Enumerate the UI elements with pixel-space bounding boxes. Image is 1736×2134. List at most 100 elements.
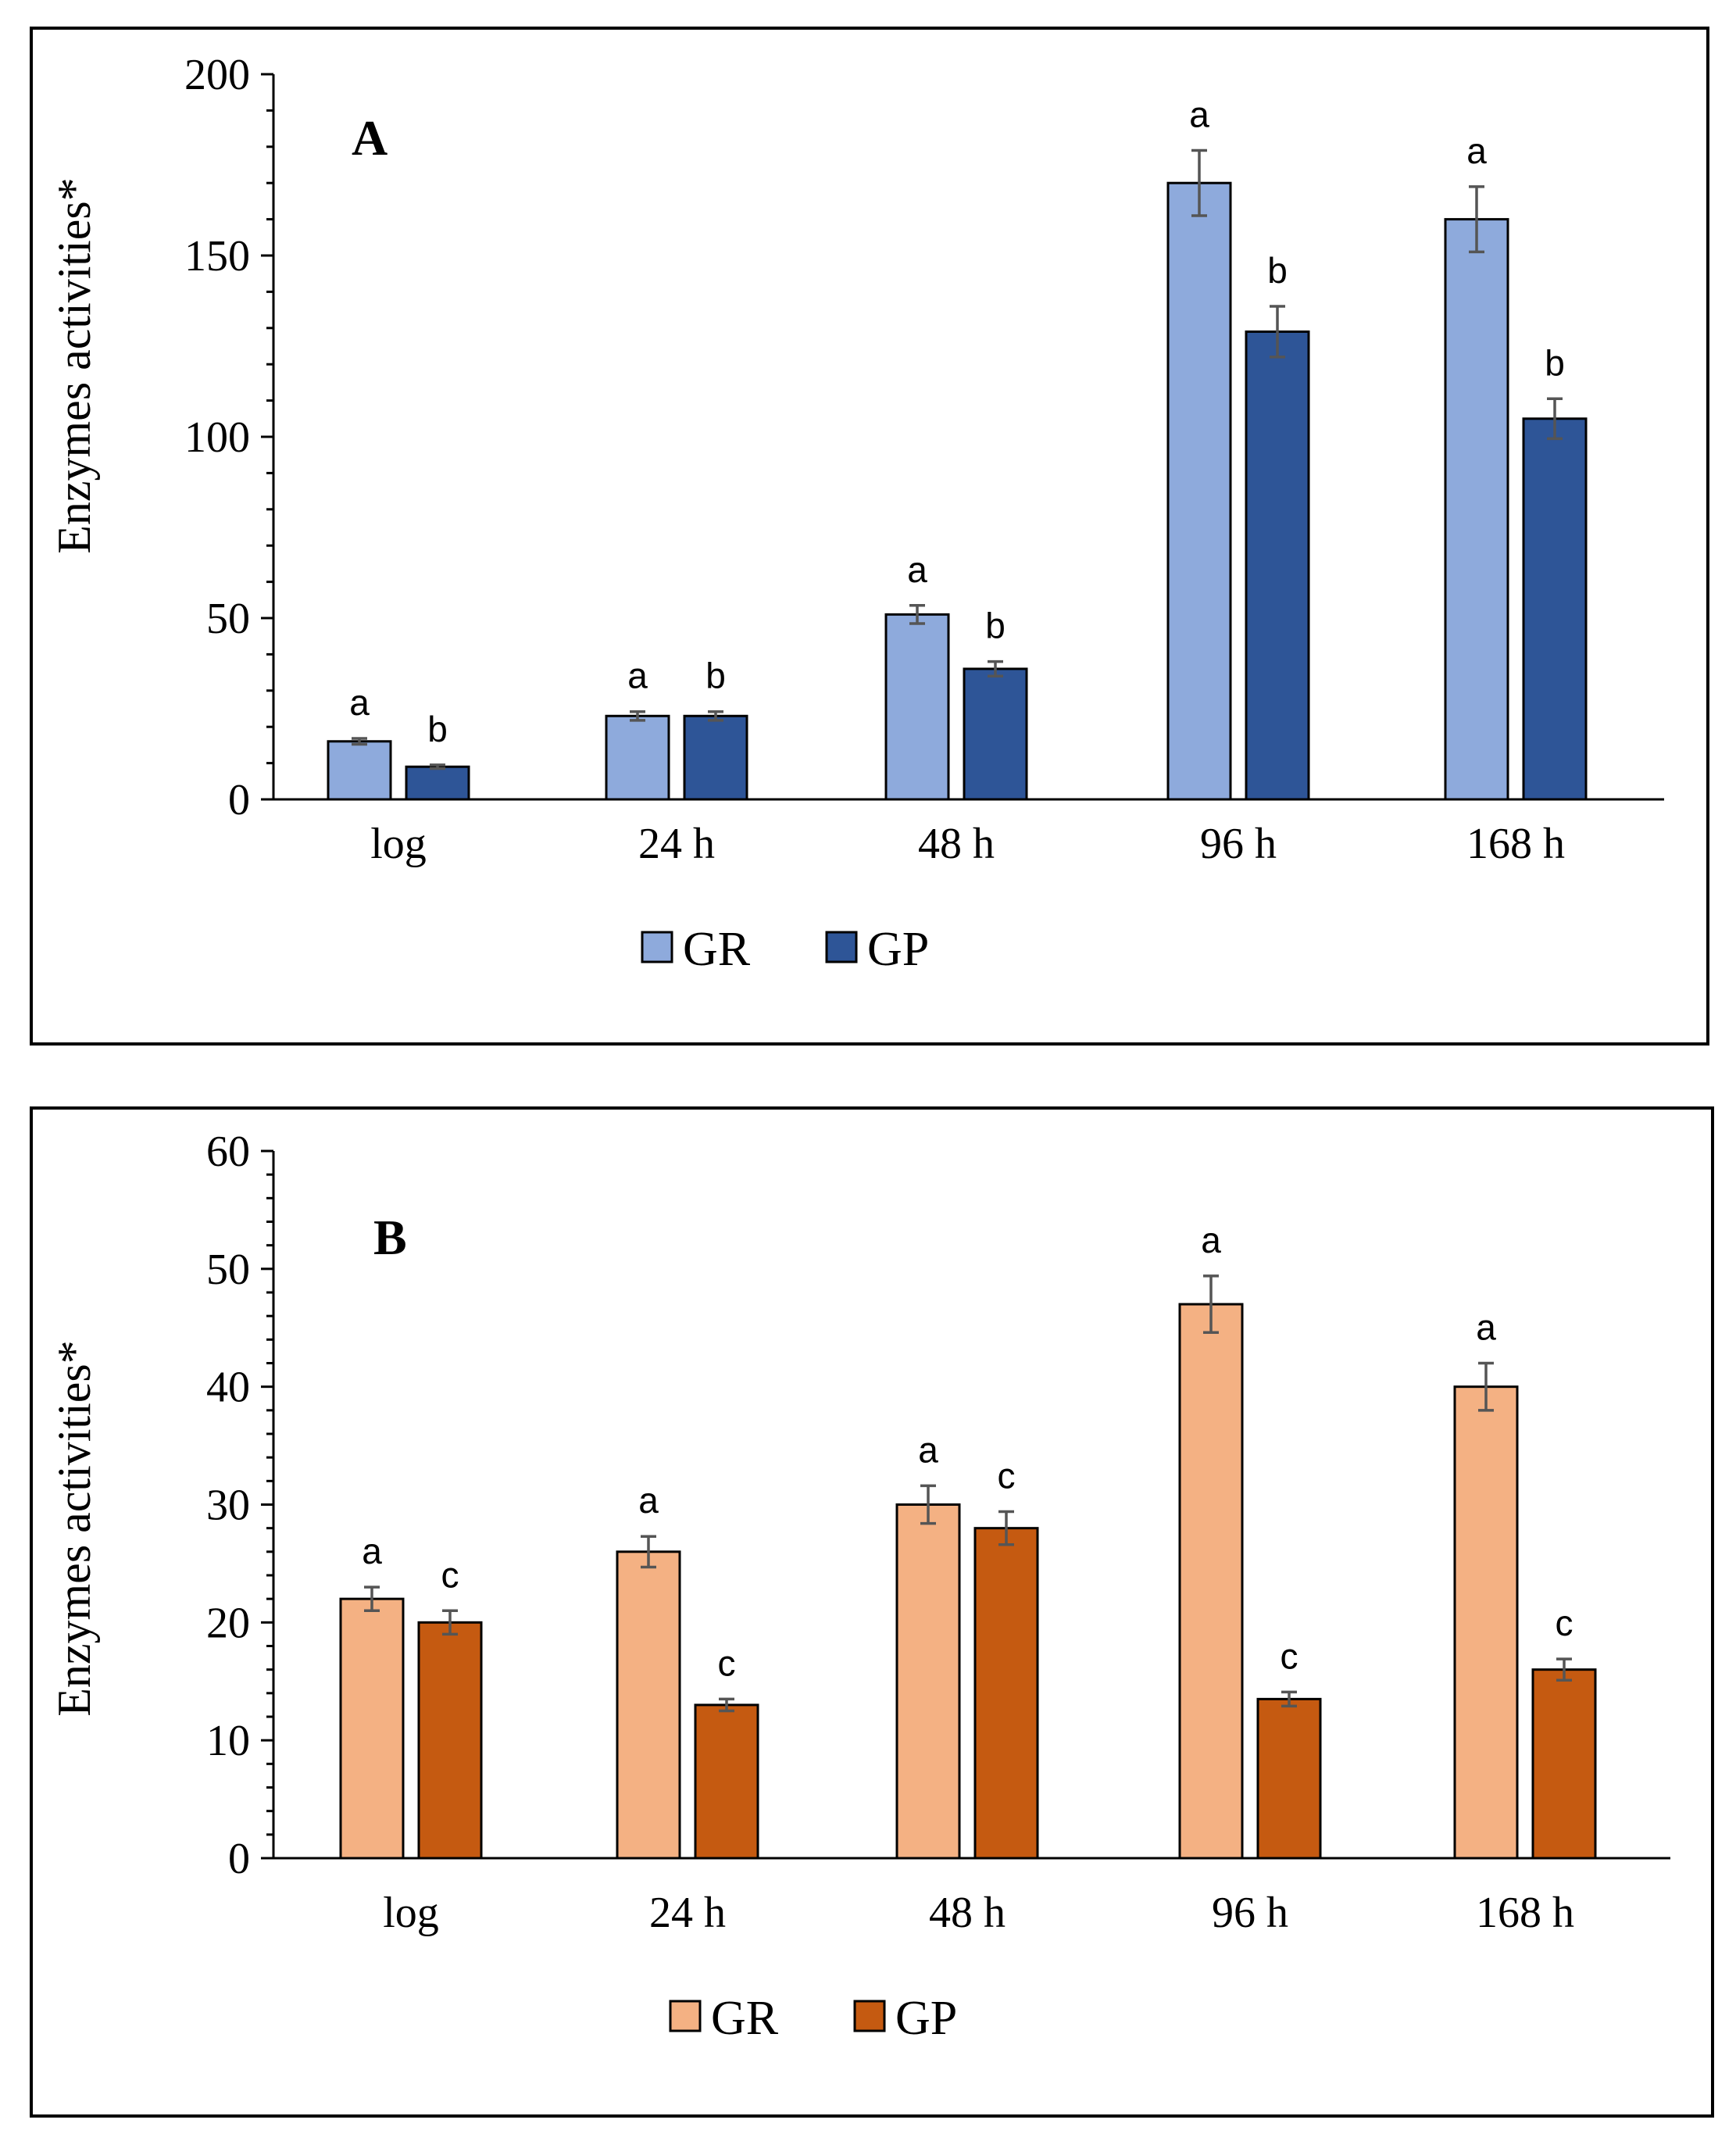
bar-gp-1 xyxy=(694,1703,759,1860)
significance-label: c xyxy=(1281,1635,1298,1676)
bar-gp-2 xyxy=(973,1527,1039,1860)
panel-a-chart: 0 50 100 150 200 Enzymes activities* Aa b log a b 2… xyxy=(48,51,1664,976)
error-bar xyxy=(1547,397,1563,441)
error-bar xyxy=(1270,305,1285,359)
error-bar xyxy=(641,1535,656,1569)
bar-gr-1 xyxy=(616,1550,681,1860)
error-bar xyxy=(708,710,723,722)
y-tick-label: 50 xyxy=(206,595,250,643)
error-bar xyxy=(352,737,367,746)
significance-label: b xyxy=(1267,250,1288,291)
bar-gp-3 xyxy=(1245,330,1310,801)
significance-label: a xyxy=(1189,94,1209,134)
panel-b-chart: 0 10 20 30 40 50 60 Enzymes activities* Ba c log a c… xyxy=(48,1128,1670,2045)
bar-gp-0 xyxy=(417,1621,483,1860)
y-axis-label: Enzymes activities* xyxy=(48,177,100,554)
error-bar xyxy=(998,1510,1014,1546)
error-bar xyxy=(719,1697,734,1713)
significance-label: a xyxy=(1466,130,1487,171)
legend-swatch-gp xyxy=(853,2000,886,2032)
bar-gr-4 xyxy=(1444,218,1509,801)
bar-gr-3 xyxy=(1166,181,1232,801)
y-tick-label: 0 xyxy=(228,1835,250,1883)
x-tick-label: 24 h xyxy=(638,820,715,868)
error-bar xyxy=(1191,148,1207,217)
bar-gp-2 xyxy=(963,667,1028,801)
error-bar xyxy=(909,604,925,625)
error-bar xyxy=(1203,1274,1219,1335)
significance-label: a xyxy=(918,1429,938,1470)
error-bar xyxy=(430,763,445,770)
bar-gr-2 xyxy=(884,613,950,801)
significance-label: a xyxy=(638,1480,659,1521)
y-axis-label: Enzymes activities* xyxy=(48,1340,100,1717)
y-tick-label: 0 xyxy=(228,776,250,824)
bar-gp-1 xyxy=(683,714,748,801)
bar-gr-2 xyxy=(895,1503,961,1860)
legend-swatch-gp xyxy=(825,931,858,963)
y-tick-label: 30 xyxy=(206,1482,250,1530)
significance-label: b xyxy=(705,656,726,696)
significance-label: a xyxy=(362,1531,382,1571)
legend-label-gr: GR xyxy=(711,1992,779,2045)
panel-b-frame xyxy=(30,1106,1714,2118)
legend-label-gp: GP xyxy=(867,923,929,976)
y-tick-label: 50 xyxy=(206,1246,250,1294)
x-tick-label: 24 h xyxy=(649,1889,726,1937)
panel-label: B xyxy=(373,1210,407,1265)
significance-label: c xyxy=(998,1456,1016,1496)
x-tick-label: 168 h xyxy=(1476,1889,1574,1937)
bar-gp-3 xyxy=(1256,1697,1322,1860)
significance-label: b xyxy=(985,606,1006,646)
panel-a-frame xyxy=(30,27,1709,1046)
bar-gr-4 xyxy=(1453,1385,1519,1860)
legend-label-gr: GR xyxy=(683,923,751,976)
legend: GR GP xyxy=(669,1992,957,2045)
significance-label: c xyxy=(1556,1603,1573,1643)
y-tick-label: 10 xyxy=(206,1717,250,1765)
error-bar xyxy=(364,1585,380,1612)
legend-label-gp: GP xyxy=(895,1992,957,2045)
error-bar xyxy=(988,660,1003,677)
bar-gp-0 xyxy=(405,765,470,801)
x-tick-label: 48 h xyxy=(918,820,995,868)
error-bar xyxy=(442,1609,458,1636)
x-tick-label: 48 h xyxy=(929,1889,1006,1937)
y-tick-label: 40 xyxy=(206,1364,250,1412)
x-tick-label: 168 h xyxy=(1466,820,1565,868)
bar-gr-0 xyxy=(327,740,392,801)
bar-gp-4 xyxy=(1522,417,1588,801)
bar-gr-1 xyxy=(605,714,670,801)
y-tick-label: 150 xyxy=(184,232,250,281)
panel-label: A xyxy=(352,110,388,166)
error-bar xyxy=(1469,185,1484,254)
legend-swatch-gr xyxy=(669,2000,702,2032)
y-tick-label: 100 xyxy=(184,413,250,462)
error-bar xyxy=(1478,1361,1494,1412)
bar-gp-4 xyxy=(1531,1668,1597,1860)
error-bar xyxy=(630,710,645,722)
significance-label: c xyxy=(441,1554,459,1595)
x-tick-label: log xyxy=(383,1889,439,1937)
error-bar xyxy=(920,1484,936,1525)
x-tick-label: log xyxy=(370,820,427,868)
significance-label: a xyxy=(627,656,648,696)
significance-label: c xyxy=(718,1643,736,1683)
x-tick-label: 96 h xyxy=(1200,820,1277,868)
significance-label: b xyxy=(1545,342,1565,383)
y-tick-label: 60 xyxy=(206,1128,250,1176)
legend: GR GP xyxy=(641,923,929,976)
y-tick-label: 200 xyxy=(184,51,250,99)
significance-label: a xyxy=(1476,1307,1496,1348)
bar-gr-0 xyxy=(339,1597,405,1860)
x-tick-label: 96 h xyxy=(1212,1889,1288,1937)
legend-swatch-gr xyxy=(641,931,673,963)
error-bar xyxy=(1556,1657,1572,1682)
error-bar xyxy=(1281,1690,1297,1708)
bar-gr-3 xyxy=(1178,1303,1244,1860)
significance-label: a xyxy=(349,682,370,723)
significance-label: a xyxy=(907,549,927,590)
y-tick-label: 20 xyxy=(206,1599,250,1647)
significance-label: b xyxy=(427,709,448,749)
